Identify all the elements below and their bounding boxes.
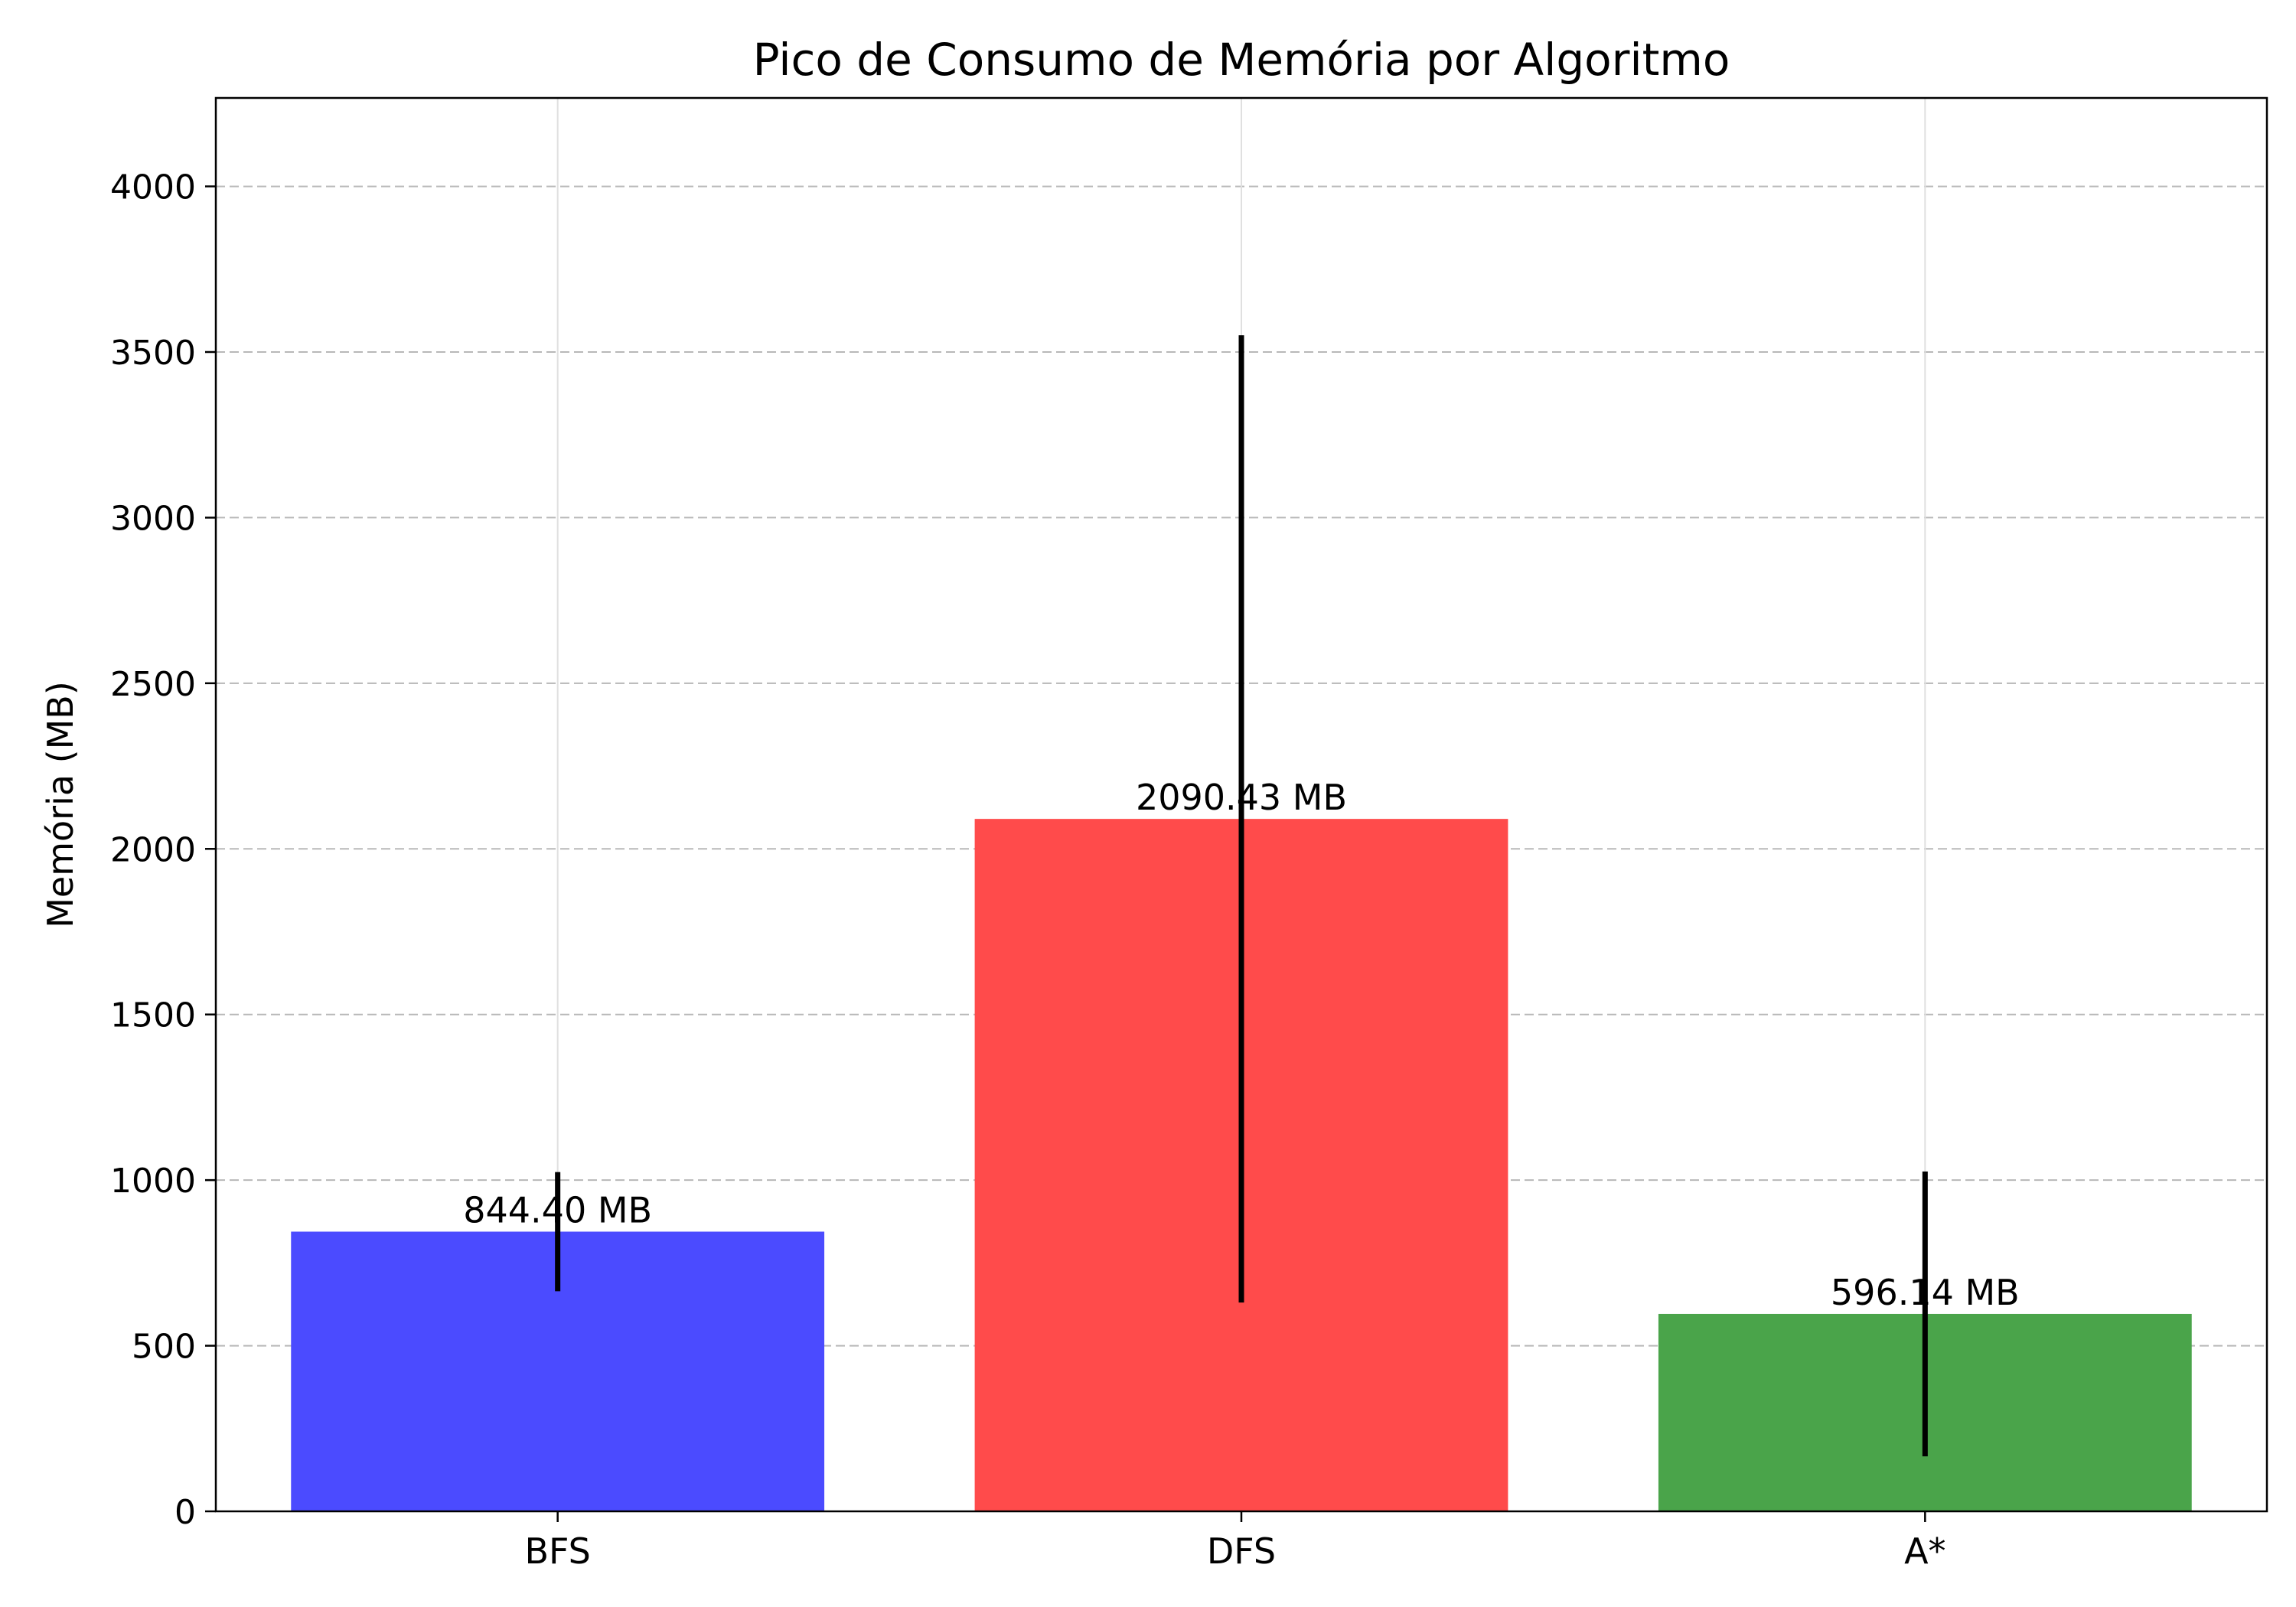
x-tick-label: BFS [524, 1530, 590, 1572]
y-tick-label: 1000 [110, 1162, 196, 1201]
y-axis-ticks: 0 500 1000 1500 2000 2500 3000 3500 4000 [110, 168, 216, 1532]
x-tick-label: DFS [1207, 1530, 1276, 1572]
y-tick-label: 1500 [110, 996, 196, 1035]
data-labels-layer: 844.40 MB 2090.43 MB 596.14 MB [463, 777, 2019, 1313]
y-axis-label: Memória (MB) [40, 681, 81, 928]
data-label: 2090.43 MB [1136, 777, 1347, 818]
chart-title: Pico de Consumo de Memória por Algoritmo [753, 34, 1730, 86]
x-axis-ticks: BFS DFS A* [524, 1511, 1946, 1572]
x-tick-label: A* [1904, 1530, 1945, 1572]
y-tick-label: 500 [132, 1328, 196, 1367]
data-label: 596.14 MB [1831, 1272, 2020, 1313]
y-tick-label: 4000 [110, 168, 196, 207]
y-tick-label: 2000 [110, 830, 196, 869]
y-tick-label: 0 [174, 1493, 196, 1532]
y-tick-label: 3000 [110, 499, 196, 538]
error-bars-layer [555, 335, 1928, 1457]
data-label: 844.40 MB [463, 1189, 652, 1231]
y-tick-label: 2500 [110, 665, 196, 704]
y-tick-label: 3500 [110, 334, 196, 373]
